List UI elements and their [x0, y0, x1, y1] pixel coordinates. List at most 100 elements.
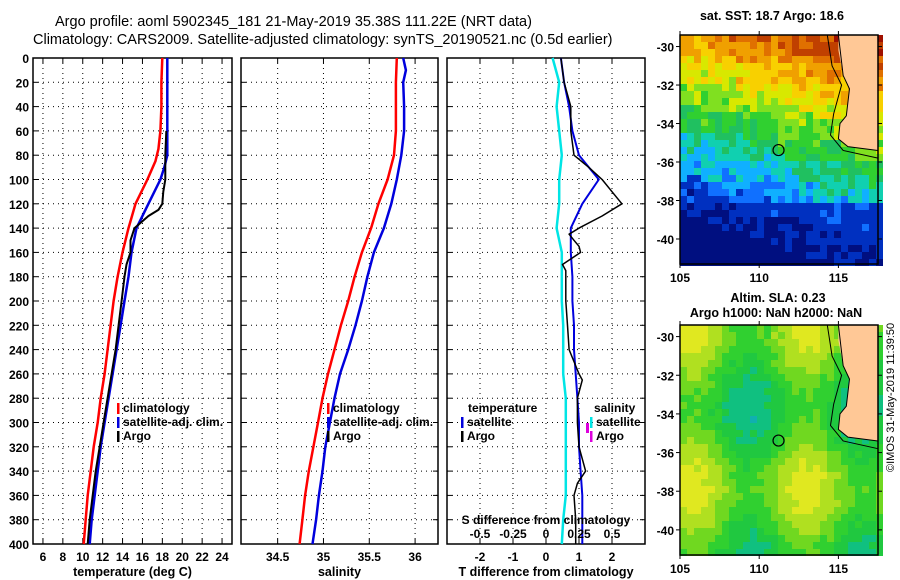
map-cell — [694, 444, 701, 451]
map-cell — [694, 528, 701, 535]
map-cell — [792, 203, 799, 210]
map-cell — [876, 63, 883, 70]
map-cell — [841, 175, 848, 182]
map-cell — [869, 161, 876, 168]
map-cell — [771, 542, 778, 549]
map-cell — [813, 388, 820, 395]
map-cell — [806, 535, 813, 542]
map-cell — [806, 395, 813, 402]
map-cell — [743, 479, 750, 486]
map-cell — [750, 409, 757, 416]
series-t-satellite — [559, 57, 600, 544]
map-cell — [680, 430, 687, 437]
map-cell — [771, 70, 778, 77]
map-cell — [757, 346, 764, 353]
s-tick-label: -0.5 — [470, 527, 491, 541]
map-cell — [820, 381, 827, 388]
map-cell — [708, 332, 715, 339]
map-cell — [792, 196, 799, 203]
map-cell — [701, 56, 708, 63]
map-cell — [680, 332, 687, 339]
map-cell — [757, 528, 764, 535]
series-s-satellite — [551, 57, 568, 545]
map-cell — [680, 500, 687, 507]
map-cell — [813, 35, 820, 42]
map-cell — [750, 217, 757, 224]
map-cell — [820, 437, 827, 444]
map-cell — [827, 231, 834, 238]
map-cell — [687, 133, 694, 140]
map-cell — [876, 168, 883, 175]
plot-frame — [446, 57, 646, 545]
map-cell — [785, 374, 792, 381]
map-cell — [750, 238, 757, 245]
map-cell — [771, 84, 778, 91]
map-cell — [834, 119, 841, 126]
map-cell — [694, 458, 701, 465]
map-cell — [855, 437, 862, 444]
map-cell — [841, 549, 848, 556]
map-cell — [806, 500, 813, 507]
map-cell — [813, 224, 820, 231]
map-cell — [680, 381, 687, 388]
map-cell — [862, 203, 869, 210]
map-cell — [687, 175, 694, 182]
map-cell — [799, 98, 806, 105]
map-cell — [722, 479, 729, 486]
map-cell — [687, 119, 694, 126]
map-cell — [813, 472, 820, 479]
map-cell — [743, 521, 750, 528]
map-cell — [799, 381, 806, 388]
map-cell — [694, 70, 701, 77]
map-cell — [855, 444, 862, 451]
map-cell — [764, 35, 771, 42]
map-cell — [722, 416, 729, 423]
land — [838, 35, 878, 151]
map-cell — [708, 133, 715, 140]
map-cell — [820, 77, 827, 84]
x-tick-label: 105 — [670, 562, 690, 576]
map-cell — [876, 112, 883, 119]
map-cell — [806, 402, 813, 409]
map-cell — [806, 479, 813, 486]
map-cell — [799, 325, 806, 332]
x-tick-label: 22 — [195, 550, 209, 564]
map-cell — [827, 465, 834, 472]
map-cell — [715, 360, 722, 367]
legend-label: satellite-adj. clim. — [333, 415, 433, 429]
map-cell — [722, 182, 729, 189]
map-cell — [736, 325, 743, 332]
map-cell — [694, 35, 701, 42]
map-cell — [701, 196, 708, 203]
map-cell — [827, 91, 834, 98]
map-cell — [764, 105, 771, 112]
map-cell — [708, 63, 715, 70]
map-cell — [687, 486, 694, 493]
map-cell — [722, 217, 729, 224]
map-cell — [743, 465, 750, 472]
map-cell — [785, 402, 792, 409]
map-cell — [778, 535, 785, 542]
map-cell — [771, 528, 778, 535]
map-cell — [722, 238, 729, 245]
map-cell — [834, 175, 841, 182]
map-cell — [722, 374, 729, 381]
map-cell — [750, 224, 757, 231]
map-cell — [694, 147, 701, 154]
map-cell — [813, 437, 820, 444]
map-cell — [764, 147, 771, 154]
map-cell — [876, 217, 883, 224]
map-cell — [708, 154, 715, 161]
map-cell — [764, 360, 771, 367]
map-cell — [687, 353, 694, 360]
map-cell — [771, 259, 778, 266]
map-cell — [743, 112, 750, 119]
map-cell — [862, 161, 869, 168]
map-cell — [848, 154, 855, 161]
map-cell — [729, 63, 736, 70]
map-cell — [841, 514, 848, 521]
map-cell — [708, 528, 715, 535]
map-cell — [778, 458, 785, 465]
map-cell — [785, 140, 792, 147]
map-cell — [687, 381, 694, 388]
